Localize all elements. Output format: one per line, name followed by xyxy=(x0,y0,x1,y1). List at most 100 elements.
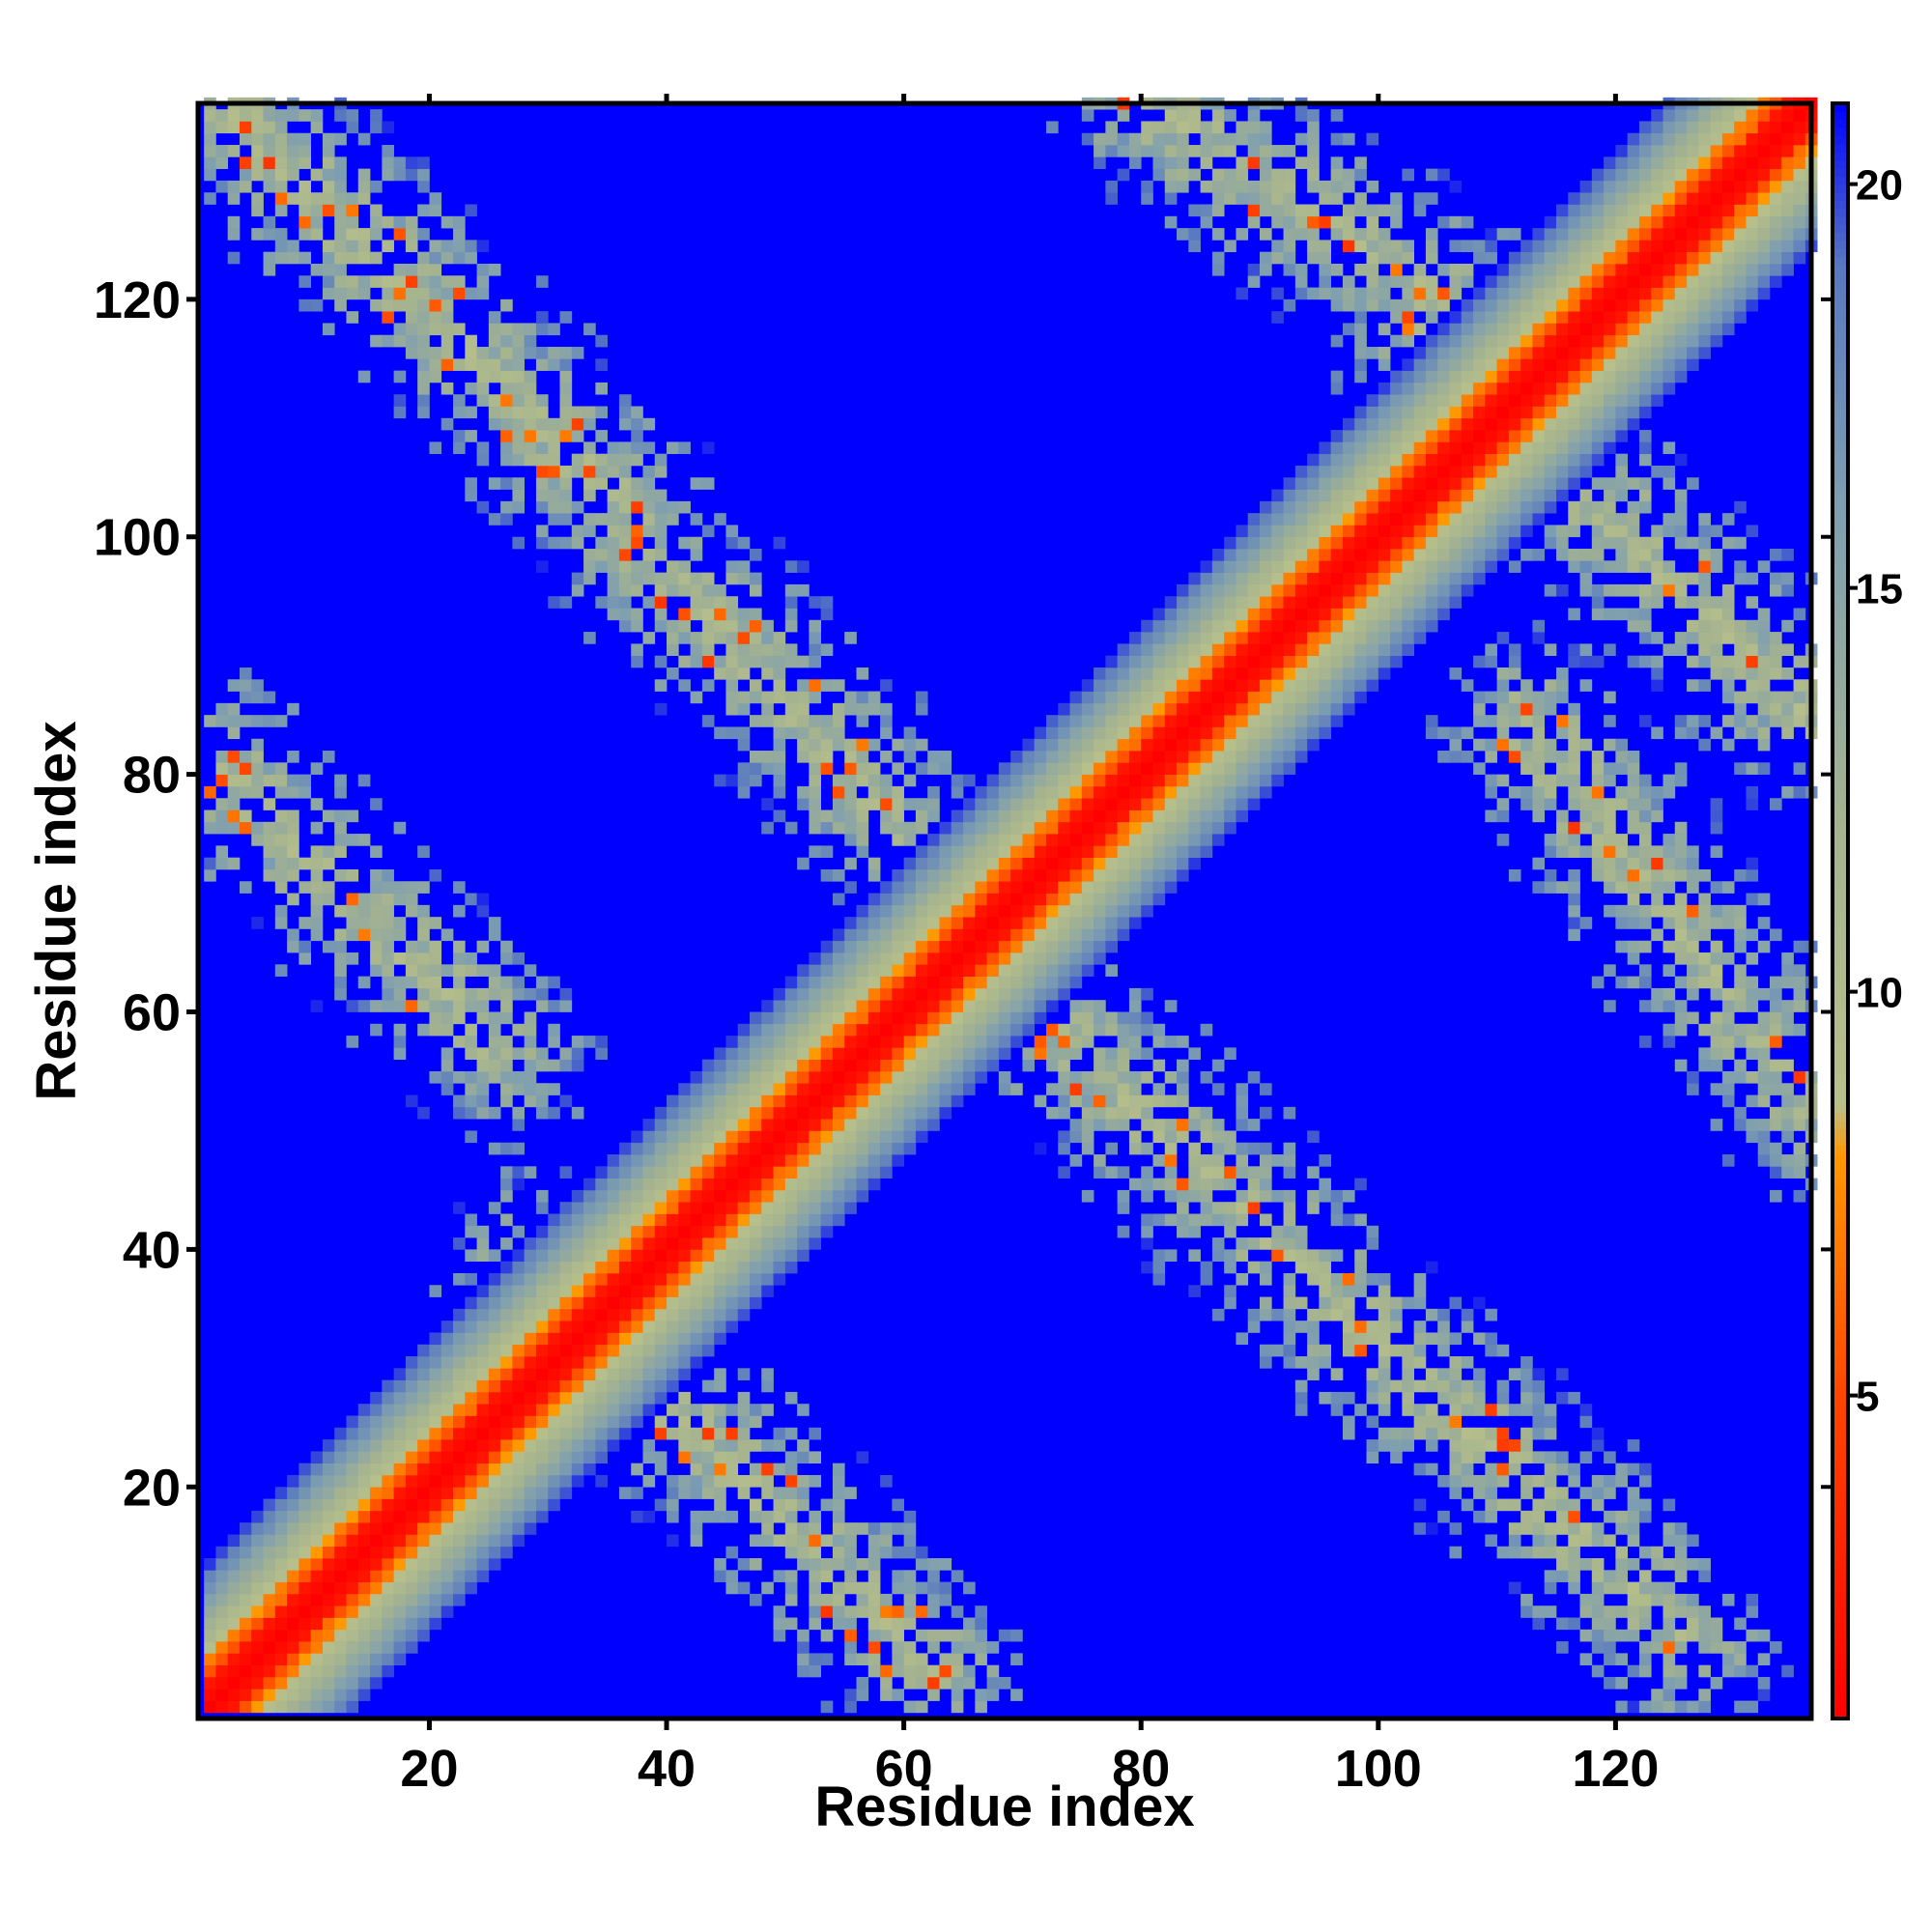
heatmap-cell xyxy=(1294,215,1308,229)
heatmap-cell xyxy=(809,1664,822,1678)
heatmap-cell xyxy=(559,987,573,1001)
heatmap-cell xyxy=(476,1510,490,1523)
heatmap-cell xyxy=(998,821,1011,835)
heatmap-cell xyxy=(1319,1308,1332,1321)
heatmap-cell xyxy=(251,715,264,727)
heatmap-cell xyxy=(820,1154,834,1167)
heatmap-cell xyxy=(749,1261,762,1274)
heatmap-cell xyxy=(559,1249,573,1263)
heatmap-cell xyxy=(939,1653,952,1666)
heatmap-cell xyxy=(1449,382,1463,395)
heatmap-cell xyxy=(512,1249,526,1263)
heatmap-cell xyxy=(618,1154,632,1167)
heatmap-cell xyxy=(1354,168,1367,182)
heatmap-cell xyxy=(856,1059,869,1072)
heatmap-cell xyxy=(1152,643,1166,657)
heatmap-cell xyxy=(975,1605,987,1618)
heatmap-cell xyxy=(334,904,347,918)
heatmap-cell xyxy=(453,1036,466,1048)
heatmap-cell xyxy=(1164,810,1178,823)
heatmap-cell xyxy=(310,1641,324,1654)
heatmap-cell xyxy=(1247,1070,1261,1084)
heatmap-cell xyxy=(1461,1308,1474,1321)
heatmap-cell xyxy=(631,406,643,419)
heatmap-cell xyxy=(310,917,324,929)
heatmap-cell xyxy=(322,1653,335,1666)
heatmap-cell xyxy=(1069,726,1083,740)
heatmap-cell xyxy=(832,1487,845,1499)
heatmap-cell xyxy=(975,1000,987,1012)
heatmap-cell xyxy=(820,1011,834,1025)
heatmap-cell xyxy=(370,1664,383,1678)
heatmap-cell xyxy=(476,453,490,467)
heatmap-cell xyxy=(1330,168,1344,182)
heatmap-cell xyxy=(1461,1474,1474,1488)
heatmap-cell xyxy=(357,228,371,241)
heatmap-cell xyxy=(867,702,881,716)
heatmap-cell xyxy=(1117,1106,1130,1120)
heatmap-cell xyxy=(1520,702,1533,716)
heatmap-cell xyxy=(903,1094,917,1108)
heatmap-cell xyxy=(1425,500,1438,514)
heatmap-cell xyxy=(524,417,537,431)
heatmap-cell xyxy=(287,1474,299,1488)
heatmap-cell xyxy=(867,917,881,929)
heatmap-cell xyxy=(1425,1404,1438,1416)
heatmap-cell xyxy=(382,1487,394,1499)
heatmap-cell xyxy=(1508,1534,1521,1548)
heatmap-cell xyxy=(571,536,584,550)
heatmap-cell xyxy=(488,417,501,431)
heatmap-cell xyxy=(1211,251,1225,265)
heatmap-cell xyxy=(880,940,893,953)
heatmap-cell xyxy=(382,881,394,894)
heatmap-cell xyxy=(1496,1439,1510,1452)
heatmap-cell xyxy=(939,1023,952,1037)
heatmap-cell xyxy=(548,1285,560,1297)
heatmap-cell xyxy=(1461,1498,1474,1512)
heatmap-cell xyxy=(986,1036,1000,1048)
heatmap-cell xyxy=(476,1391,490,1405)
heatmap-cell xyxy=(1378,1344,1391,1357)
heatmap-cell xyxy=(370,1510,383,1523)
heatmap-cell xyxy=(797,1036,810,1048)
heatmap-cell xyxy=(820,868,834,882)
heatmap-cell xyxy=(595,1474,608,1488)
heatmap-cell xyxy=(749,1213,762,1227)
heatmap-cell xyxy=(631,1487,643,1499)
heatmap-cell xyxy=(1354,228,1367,241)
heatmap-cell xyxy=(512,1285,526,1297)
heatmap-cell xyxy=(1354,334,1367,348)
heatmap-cell xyxy=(429,1546,442,1559)
heatmap-cell xyxy=(832,1534,845,1548)
heatmap-cell xyxy=(1437,406,1450,419)
heatmap-cell xyxy=(725,525,739,538)
heatmap-cell xyxy=(654,1391,668,1405)
heatmap-cell xyxy=(773,655,786,668)
heatmap-cell xyxy=(1117,904,1130,918)
heatmap-cell xyxy=(975,1047,987,1061)
heatmap-cell xyxy=(1081,109,1094,122)
heatmap-cell xyxy=(1508,667,1521,680)
heatmap-cell xyxy=(1485,655,1497,668)
heatmap-cell xyxy=(215,180,229,193)
heatmap-cell xyxy=(1236,156,1249,169)
heatmap-cell xyxy=(357,180,371,193)
heatmap-cell xyxy=(1402,168,1414,182)
heatmap-cell xyxy=(322,1570,335,1582)
heatmap-cell xyxy=(1010,868,1023,882)
heatmap-cell xyxy=(797,1225,810,1238)
heatmap-cell xyxy=(1188,583,1201,597)
heatmap-cell xyxy=(1045,121,1059,134)
heatmap-cell xyxy=(1247,715,1261,727)
heatmap-cell xyxy=(1319,632,1332,644)
heatmap-cell xyxy=(1354,525,1367,538)
heatmap-cell xyxy=(334,1474,347,1488)
heatmap-cell xyxy=(405,1510,418,1523)
heatmap-cell xyxy=(880,1522,893,1535)
heatmap-cell xyxy=(548,1379,560,1393)
heatmap-cell xyxy=(263,1570,276,1582)
heatmap-cell xyxy=(476,1106,490,1120)
heatmap-cell xyxy=(1105,715,1119,727)
heatmap-cell xyxy=(797,1094,810,1108)
heatmap-cell xyxy=(903,1070,917,1084)
